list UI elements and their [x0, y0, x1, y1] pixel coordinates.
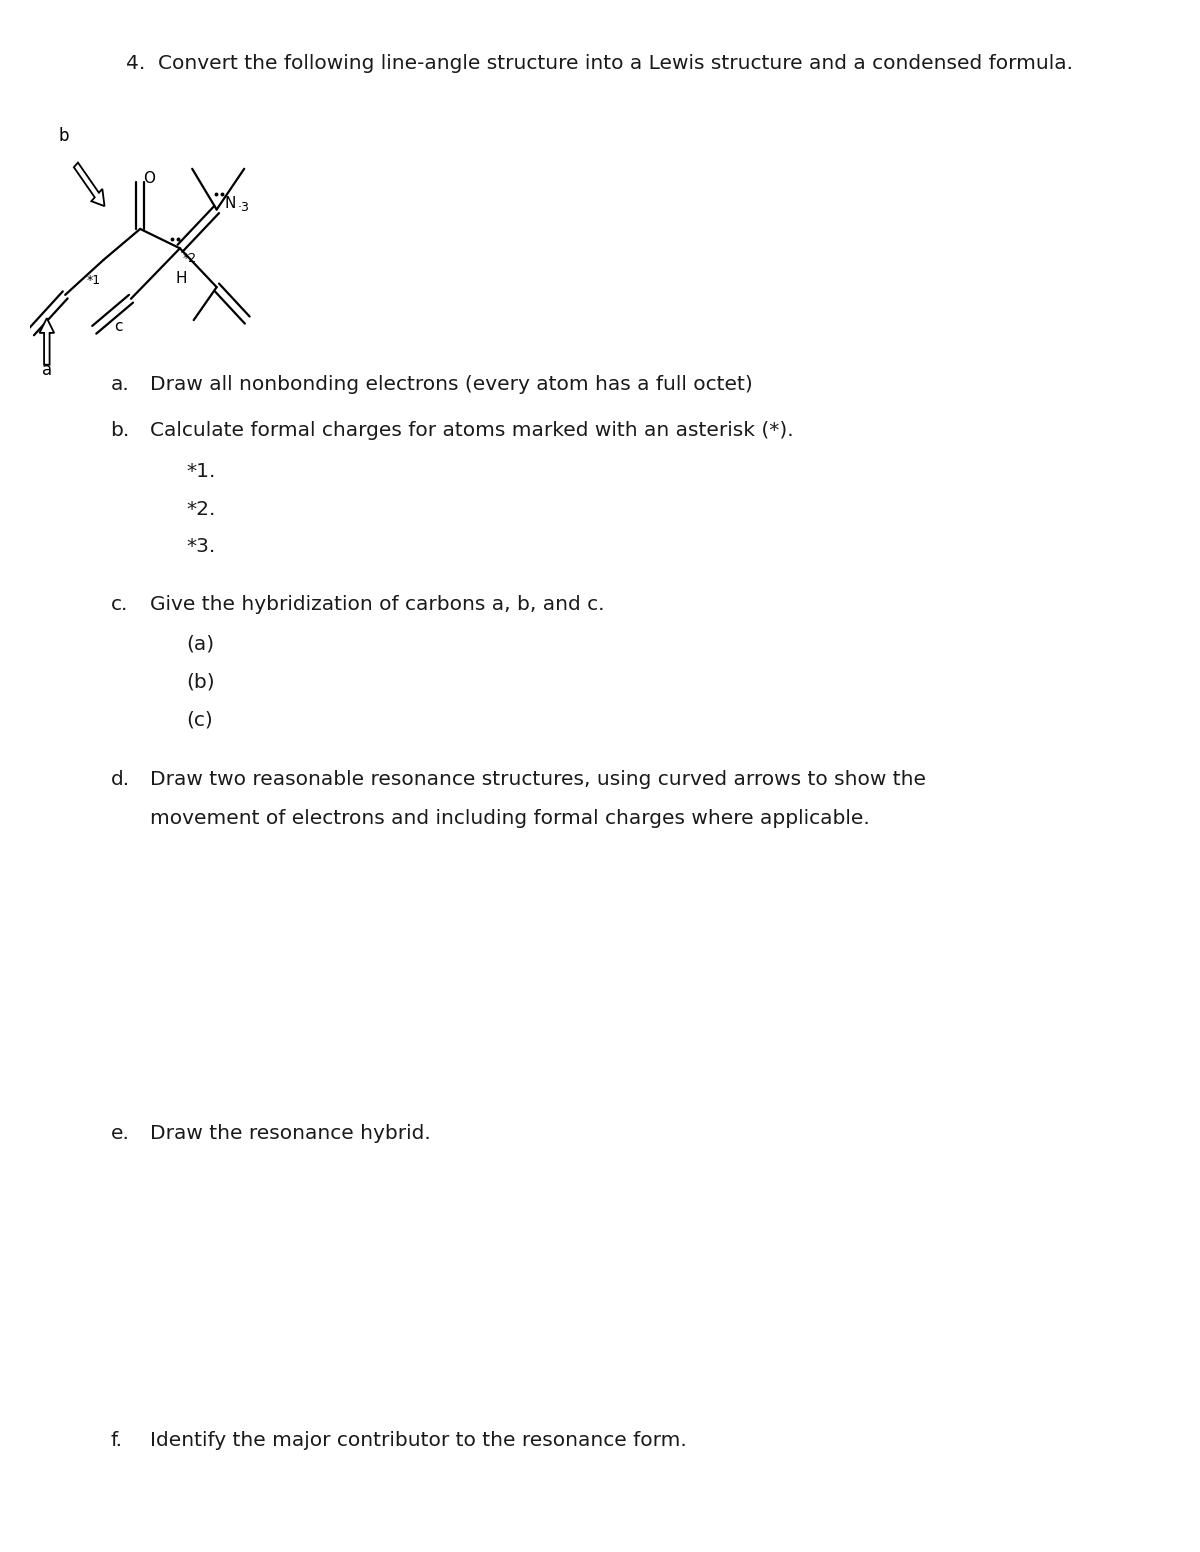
Text: *2.: *2.	[186, 500, 215, 518]
FancyArrow shape	[74, 163, 104, 206]
Text: *3.: *3.	[186, 537, 215, 556]
Text: e.: e.	[110, 1124, 130, 1142]
FancyArrow shape	[40, 318, 54, 365]
Text: Give the hybridization of carbons a, b, and c.: Give the hybridization of carbons a, b, …	[150, 594, 605, 615]
Text: (c): (c)	[186, 711, 212, 729]
Text: 4.  Convert the following line-angle structure into a Lewis structure and a cond: 4. Convert the following line-angle stru…	[126, 54, 1074, 73]
Text: a.: a.	[110, 376, 130, 394]
Text: (b): (b)	[186, 674, 215, 692]
Text: a: a	[42, 362, 52, 379]
Text: c: c	[114, 320, 122, 334]
Text: ·3: ·3	[238, 202, 250, 214]
Text: d.: d.	[110, 770, 130, 788]
Text: f.: f.	[110, 1431, 122, 1450]
Text: *1.: *1.	[186, 462, 215, 481]
Text: N: N	[224, 196, 235, 211]
Text: Draw the resonance hybrid.: Draw the resonance hybrid.	[150, 1124, 431, 1142]
Text: Identify the major contributor to the resonance form.: Identify the major contributor to the re…	[150, 1431, 686, 1450]
Text: Calculate formal charges for atoms marked with an asterisk (*).: Calculate formal charges for atoms marke…	[150, 421, 793, 441]
Text: b.: b.	[110, 421, 130, 441]
Text: b: b	[59, 127, 68, 144]
Text: H: H	[175, 272, 187, 286]
Text: Draw two reasonable resonance structures, using curved arrows to show the: Draw two reasonable resonance structures…	[150, 770, 926, 788]
Text: Draw all nonbonding electrons (every atom has a full octet): Draw all nonbonding electrons (every ato…	[150, 376, 752, 394]
Text: *2: *2	[184, 253, 197, 265]
Text: (a): (a)	[186, 635, 214, 653]
Text: *1: *1	[86, 273, 101, 287]
Text: O: O	[143, 171, 155, 186]
Text: movement of electrons and including formal charges where applicable.: movement of electrons and including form…	[150, 809, 870, 827]
Text: c.: c.	[110, 594, 127, 615]
